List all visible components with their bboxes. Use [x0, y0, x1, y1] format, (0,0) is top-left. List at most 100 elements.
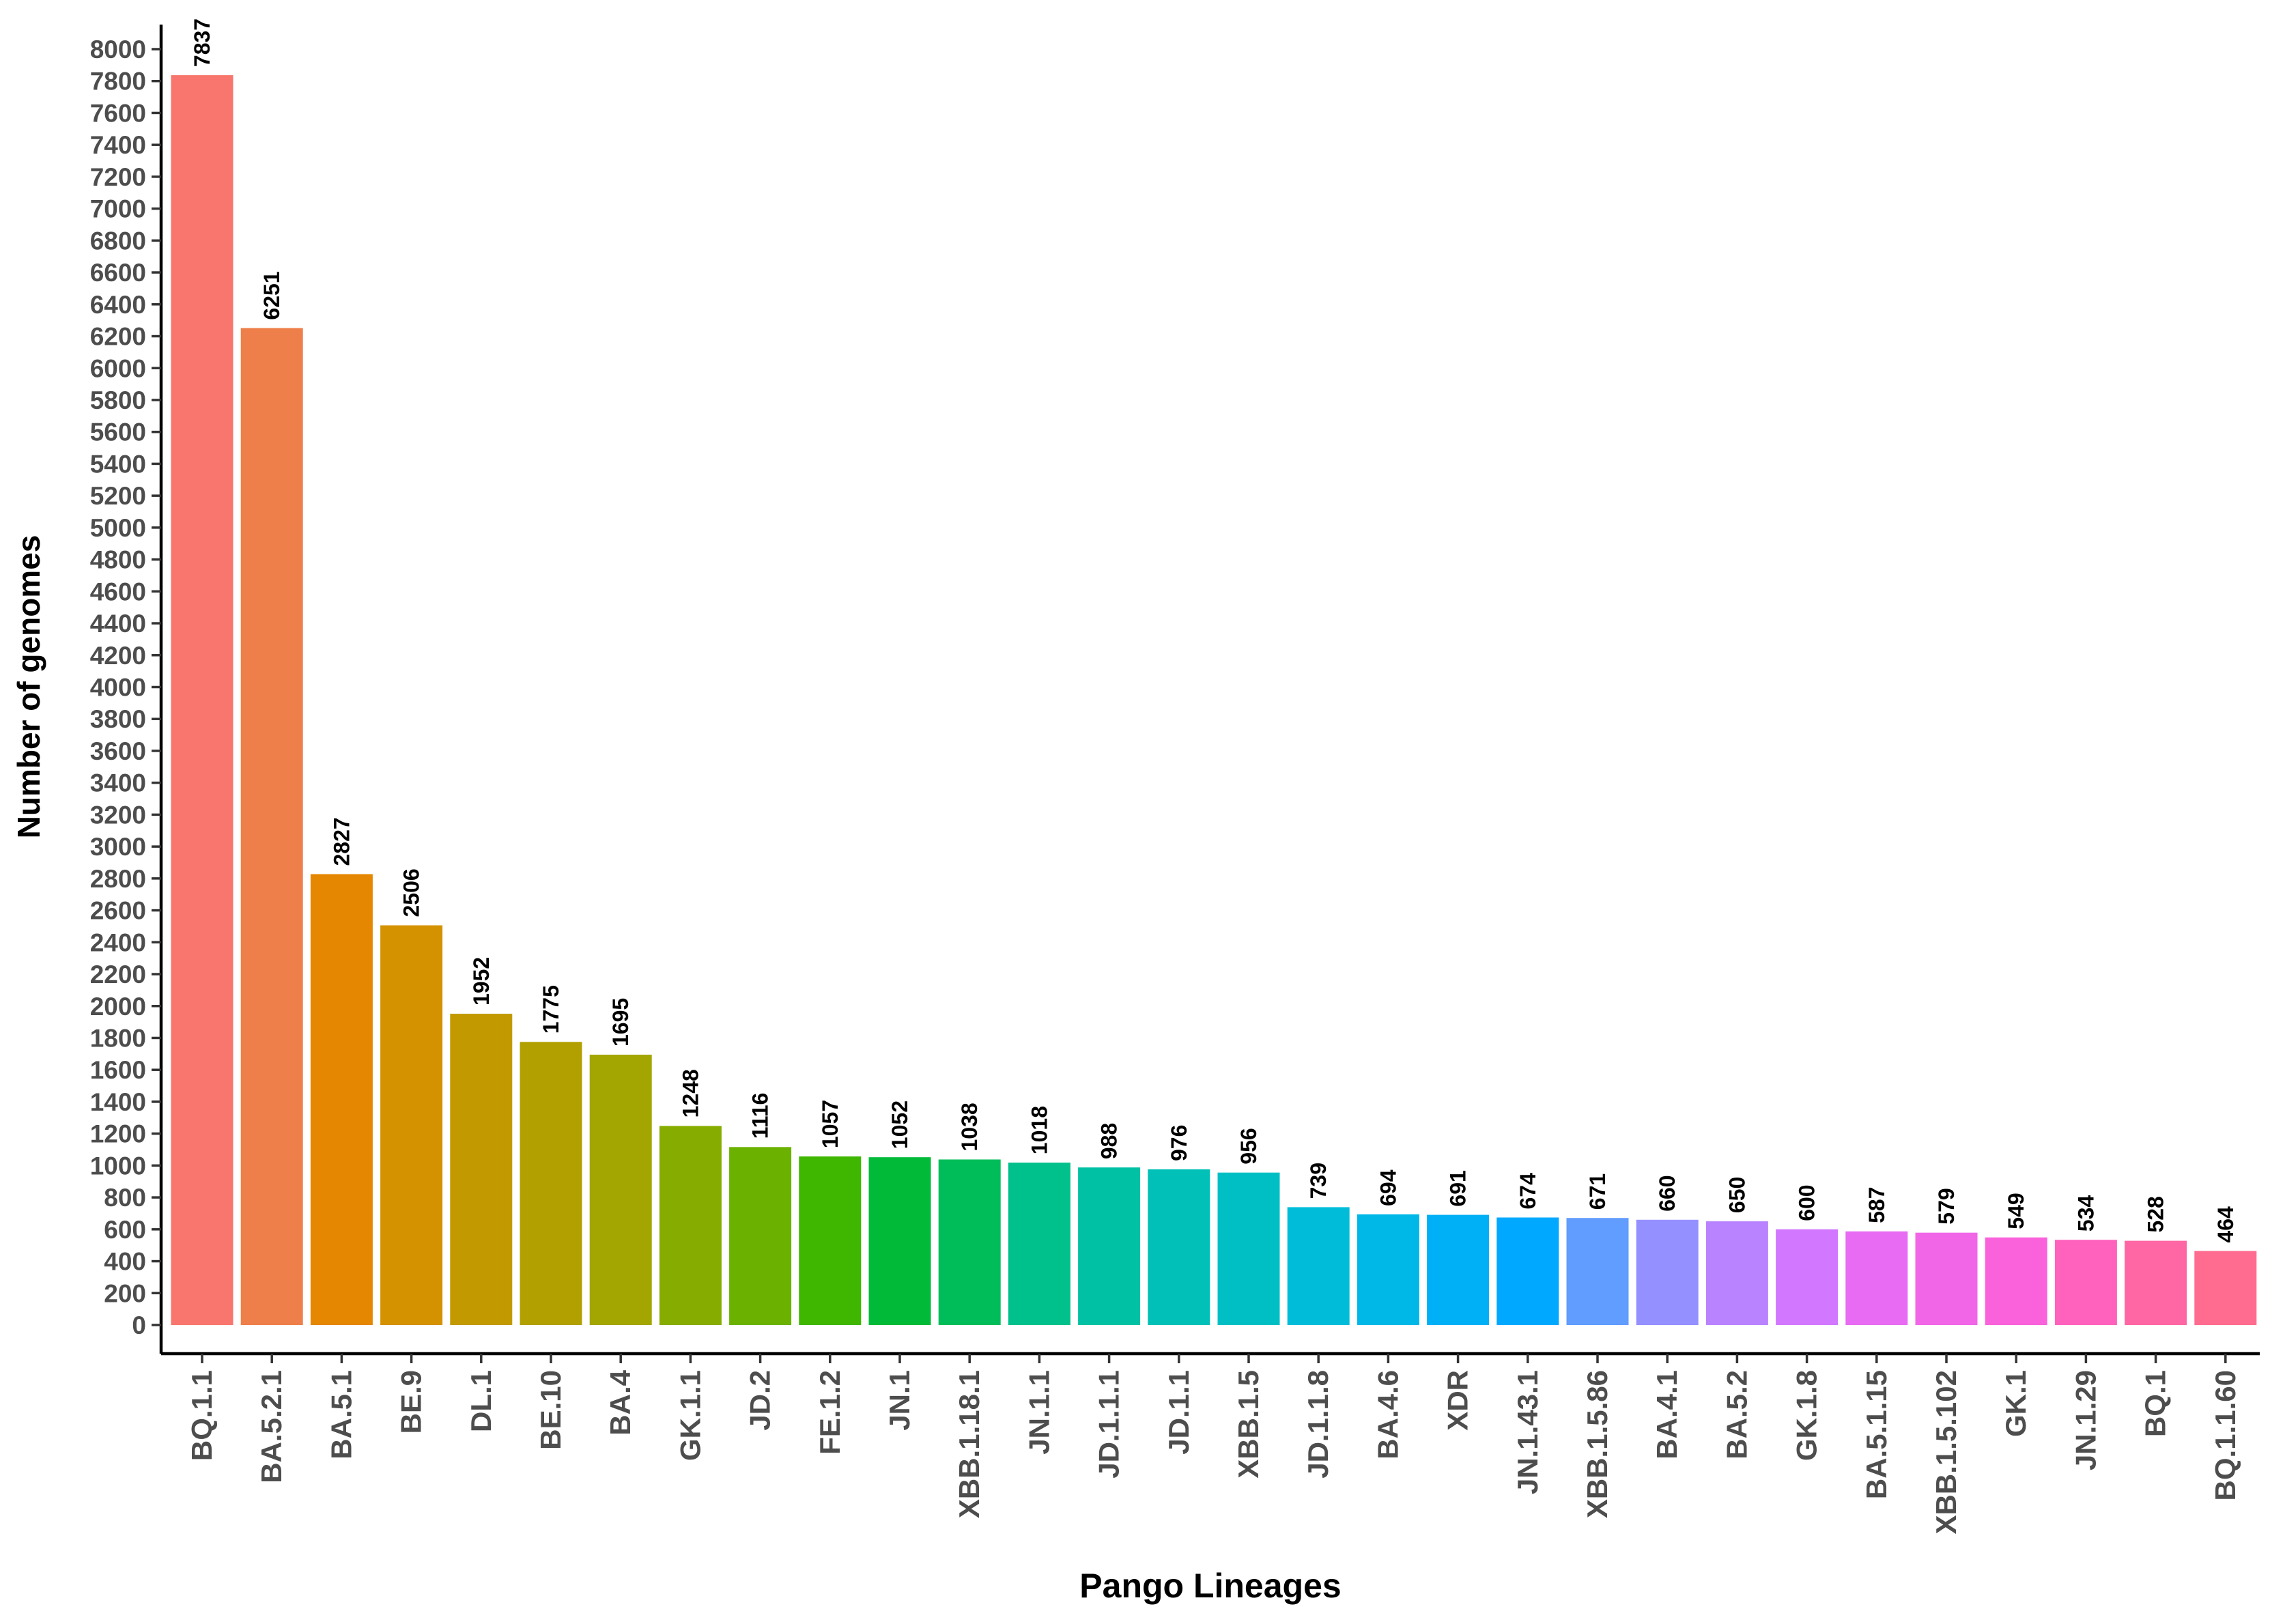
- bar-value-label: 1952: [469, 957, 494, 1006]
- bar-BA.4.1: [1636, 1219, 1699, 1325]
- x-tick-label: BQ.1: [2140, 1370, 2172, 1437]
- bar-BQ.1.1.60: [2194, 1251, 2257, 1325]
- bar-value-label: 2827: [329, 817, 354, 866]
- y-tick-label: 200: [104, 1279, 146, 1307]
- bar-value-label: 1116: [748, 1093, 773, 1139]
- y-tick-label: 6400: [90, 291, 146, 319]
- y-axis: 0 200 400 600 800 1000 1200 1400 1600 1800 2000 220…: [90, 25, 163, 1354]
- x-tick-label: BA.4: [604, 1369, 636, 1435]
- bar-XBB.1.5.86: [1566, 1218, 1629, 1325]
- x-axis: BQ.1.1 BA.5.2.1 BA.5.1 BE.9 DL.1 BE.10 BA.4 GK.…: [161, 1352, 2260, 1534]
- y-tick-label: 1600: [90, 1056, 146, 1084]
- bar-BA.4.6: [1357, 1214, 1419, 1325]
- x-tick-label: XDR: [1442, 1370, 1474, 1431]
- y-tick-label: 1000: [90, 1152, 146, 1180]
- bar-JD.2: [729, 1147, 792, 1325]
- x-tick-label: BA.5.2.1: [255, 1370, 287, 1483]
- y-tick-label: 7000: [90, 195, 146, 223]
- bar-value-label: 988: [1097, 1123, 1122, 1159]
- x-tick-label: BA.5.1.15: [1860, 1370, 1892, 1499]
- y-tick-label: 3000: [90, 833, 146, 861]
- y-tick-label: 5000: [90, 514, 146, 542]
- bar-BA.5.1.15: [1845, 1231, 1908, 1325]
- bar-value-label: 739: [1306, 1163, 1331, 1199]
- x-tick-label: JN.1.1: [1023, 1370, 1055, 1455]
- bar-JD.1.1: [1148, 1169, 1210, 1325]
- x-tick-label: JN.1.43.1: [1512, 1370, 1544, 1494]
- bar-value-label: 549: [2004, 1193, 2028, 1229]
- bar-value-label: 7837: [190, 18, 214, 67]
- bar-value-label: 1775: [539, 985, 563, 1034]
- y-tick-label: 7800: [90, 68, 146, 96]
- bar-BE.9: [380, 925, 443, 1325]
- x-tick-label: BE.10: [535, 1370, 567, 1450]
- x-tick-label: XBB.1.5.86: [1581, 1370, 1613, 1518]
- bar-GK.1.1: [659, 1126, 722, 1325]
- bar-value-label: 6251: [259, 271, 284, 319]
- x-tick-label: JD.1.1: [1163, 1370, 1195, 1455]
- x-tick-label: BQ.1.1.60: [2209, 1370, 2241, 1500]
- bar-value-label: 1695: [608, 998, 633, 1046]
- y-tick-label: 5800: [90, 386, 146, 414]
- x-tick-label: GK.1.8: [1791, 1370, 1823, 1461]
- y-tick-label: 5600: [90, 418, 146, 446]
- y-tick-label: 6200: [90, 323, 146, 351]
- x-tick-label: BQ.1.1: [186, 1370, 218, 1461]
- x-tick-label: BA.4.1: [1651, 1370, 1683, 1459]
- x-tick-label: XBB.1.5: [1232, 1370, 1264, 1479]
- bar-GK.1.8: [1776, 1229, 1839, 1325]
- y-tick-label: 6600: [90, 259, 146, 287]
- bar-value-label: 579: [1934, 1188, 1959, 1224]
- x-tick-label: JN.1: [883, 1370, 916, 1431]
- x-tick-label: JN.1.29: [2069, 1370, 2101, 1470]
- bar-value-label: 600: [1795, 1184, 1819, 1221]
- x-tick-label: XBB.1.18.1: [953, 1370, 985, 1518]
- x-tick-label: BE.9: [395, 1370, 427, 1434]
- bar-JD.1.1.8: [1287, 1207, 1350, 1325]
- bar-value-label: 534: [2073, 1195, 2098, 1232]
- bar-value-label: 691: [1446, 1170, 1471, 1206]
- bar-value-label: 674: [1516, 1173, 1540, 1210]
- y-tick-label: 3400: [90, 769, 146, 797]
- bar-value-label: 2506: [399, 868, 424, 917]
- bar-GK.1: [1985, 1237, 2047, 1325]
- y-tick-label: 4000: [90, 674, 146, 702]
- y-tick-label: 2000: [90, 993, 146, 1021]
- y-tick-label: 4800: [90, 546, 146, 574]
- y-tick-label: 1200: [90, 1120, 146, 1148]
- bar-XBB.1.5: [1217, 1172, 1280, 1325]
- bar-value-label: 1057: [818, 1100, 842, 1148]
- bar-value-label: 528: [2144, 1196, 2168, 1232]
- y-tick-label: 2200: [90, 960, 146, 988]
- bar-value-label: 976: [1167, 1125, 1191, 1161]
- bar-XBB.1.5.102: [1915, 1232, 1978, 1325]
- y-tick-label: 400: [104, 1248, 146, 1276]
- y-tick-label: 6800: [90, 227, 146, 255]
- bar-JD.1.1.1: [1078, 1167, 1141, 1325]
- y-tick-label: 800: [104, 1184, 146, 1212]
- bar-BE.10: [520, 1042, 582, 1325]
- bar-value-label: 1038: [957, 1102, 982, 1151]
- x-tick-label: DL.1: [465, 1370, 497, 1432]
- x-tick-label: XBB.1.5.102: [1930, 1370, 1962, 1534]
- y-axis-title: Number of genomes: [11, 535, 46, 839]
- bar-value-label: 1248: [678, 1069, 703, 1117]
- y-tick-label: 6000: [90, 354, 146, 382]
- x-tick-label: BA.5.1: [325, 1370, 357, 1459]
- y-tick-label: 4200: [90, 642, 146, 670]
- y-tick-label: 8000: [90, 35, 146, 63]
- x-tick-label: BA.4.6: [1372, 1370, 1404, 1459]
- bar-value-label: 587: [1864, 1187, 1889, 1223]
- bars: [171, 75, 2257, 1326]
- bar-BA.4: [589, 1055, 652, 1325]
- bar-BA.5.2.1: [240, 328, 303, 1326]
- bar-JN.1.43.1: [1496, 1217, 1559, 1325]
- y-tick-label: 5400: [90, 450, 146, 478]
- bar-JN.1.1: [1008, 1163, 1070, 1325]
- y-tick-label: 600: [104, 1216, 146, 1244]
- y-tick-label: 3600: [90, 737, 146, 765]
- y-tick-label: 5200: [90, 482, 146, 510]
- y-tick-label: 4400: [90, 610, 146, 638]
- bar-BQ.1.1: [171, 75, 233, 1326]
